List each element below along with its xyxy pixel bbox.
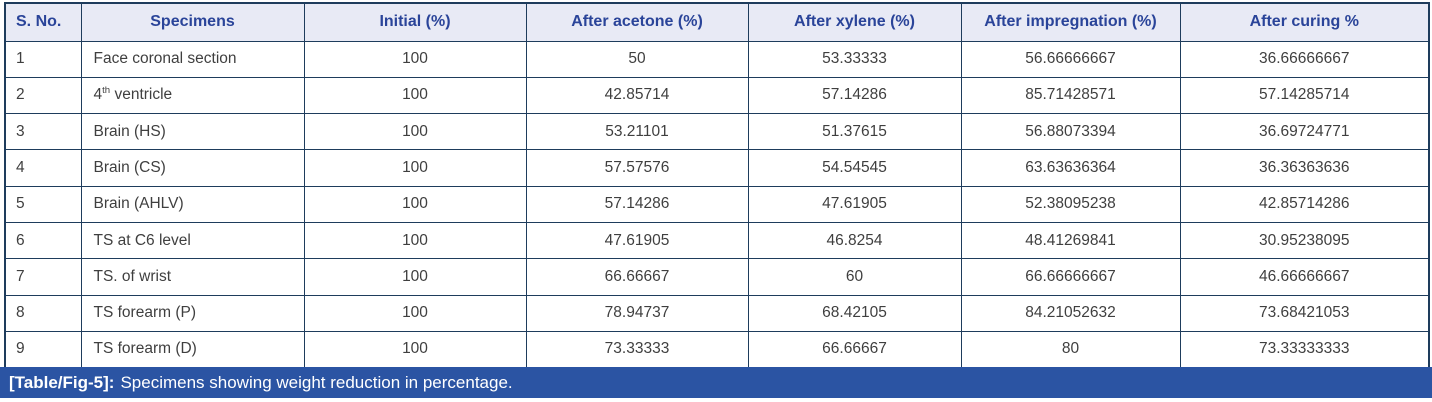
cell-after-curing: 73.33333333 xyxy=(1179,330,1430,369)
cell-after-impregnation: 48.41269841 xyxy=(960,221,1181,260)
cell-after-xylene: 53.33333 xyxy=(747,40,962,78)
cell-after-impregnation: 80 xyxy=(960,330,1181,369)
header-row: S. No. Specimens Initial (%) After aceto… xyxy=(4,2,1430,42)
cell-after-xylene: 51.37615 xyxy=(747,113,962,151)
table-row: 8 TS forearm (P) 100 78.94737 68.42105 84.210… xyxy=(4,294,1430,332)
table-row: 2 4th ventricle 100 42.85714 57.14286 85.7142… xyxy=(4,76,1430,115)
cell-after-impregnation: 56.66666667 xyxy=(960,40,1181,78)
cell-specimen: TS. of wrist xyxy=(80,258,305,296)
cell-after-curing: 36.36363636 xyxy=(1179,149,1430,187)
cell-after-curing: 42.85714286 xyxy=(1179,185,1430,223)
cell-s-no: 7 xyxy=(4,258,82,296)
table-header: S. No. Specimens Initial (%) After aceto… xyxy=(4,2,1430,42)
table-row: 7 TS. of wrist 100 66.66667 60 66.66666667 46.… xyxy=(4,258,1430,296)
cell-s-no: 5 xyxy=(4,185,82,223)
table-row: 6 TS at C6 level 100 47.61905 46.8254 48.4126… xyxy=(4,221,1430,260)
cell-after-xylene: 54.54545 xyxy=(747,149,962,187)
cell-s-no: 9 xyxy=(4,330,82,369)
table-row: 3 Brain (HS) 100 53.21101 51.37615 56.8807339… xyxy=(4,113,1430,151)
cell-initial: 100 xyxy=(303,258,527,296)
cell-after-impregnation: 66.66666667 xyxy=(960,258,1181,296)
table-caption-bar: [Table/Fig-5]: Specimens showing weight … xyxy=(0,367,1432,398)
cell-after-xylene: 57.14286 xyxy=(747,76,962,115)
header-specimens: Specimens xyxy=(80,2,305,42)
cell-after-acetone: 57.14286 xyxy=(525,185,749,223)
caption-text: Specimens showing weight reduction in pe… xyxy=(120,372,513,392)
cell-after-xylene: 68.42105 xyxy=(747,294,962,332)
cell-after-acetone: 73.33333 xyxy=(525,330,749,369)
cell-after-acetone: 57.57576 xyxy=(525,149,749,187)
header-after-curing: After curing % xyxy=(1179,2,1430,42)
caption-label: [Table/Fig-5]: xyxy=(9,372,115,392)
cell-initial: 100 xyxy=(303,113,527,151)
header-after-impregnation: After impregnation (%) xyxy=(960,2,1181,42)
cell-after-impregnation: 63.63636364 xyxy=(960,149,1181,187)
cell-after-curing: 73.68421053 xyxy=(1179,294,1430,332)
cell-initial: 100 xyxy=(303,185,527,223)
cell-s-no: 6 xyxy=(4,221,82,260)
cell-specimen: TS forearm (P) xyxy=(80,294,305,332)
cell-after-impregnation: 52.38095238 xyxy=(960,185,1181,223)
cell-s-no: 8 xyxy=(4,294,82,332)
table-row: 4 Brain (CS) 100 57.57576 54.54545 63.6363636… xyxy=(4,149,1430,187)
cell-initial: 100 xyxy=(303,149,527,187)
cell-s-no: 3 xyxy=(4,113,82,151)
header-s-no: S. No. xyxy=(4,2,82,42)
cell-specimen: TS forearm (D) xyxy=(80,330,305,369)
header-initial: Initial (%) xyxy=(303,2,527,42)
cell-specimen: Brain (AHLV) xyxy=(80,185,305,223)
cell-after-xylene: 47.61905 xyxy=(747,185,962,223)
cell-initial: 100 xyxy=(303,294,527,332)
cell-specimen: TS at C6 level xyxy=(80,221,305,260)
header-after-xylene: After xylene (%) xyxy=(747,2,962,42)
cell-after-impregnation: 84.21052632 xyxy=(960,294,1181,332)
header-after-acetone: After acetone (%) xyxy=(525,2,749,42)
table-row: 9 TS forearm (D) 100 73.33333 66.66667 80 73.3… xyxy=(4,330,1430,369)
cell-after-acetone: 78.94737 xyxy=(525,294,749,332)
cell-specimen: Brain (CS) xyxy=(80,149,305,187)
cell-after-curing: 57.14285714 xyxy=(1179,76,1430,115)
cell-after-xylene: 46.8254 xyxy=(747,221,962,260)
cell-after-acetone: 42.85714 xyxy=(525,76,749,115)
specimens-table: S. No. Specimens Initial (%) After aceto… xyxy=(4,2,1430,369)
cell-initial: 100 xyxy=(303,40,527,78)
cell-after-curing: 30.95238095 xyxy=(1179,221,1430,260)
cell-after-curing: 36.69724771 xyxy=(1179,113,1430,151)
cell-s-no: 1 xyxy=(4,40,82,78)
cell-after-xylene: 66.66667 xyxy=(747,330,962,369)
cell-initial: 100 xyxy=(303,221,527,260)
cell-after-acetone: 53.21101 xyxy=(525,113,749,151)
cell-initial: 100 xyxy=(303,76,527,115)
cell-after-acetone: 47.61905 xyxy=(525,221,749,260)
cell-after-impregnation: 85.71428571 xyxy=(960,76,1181,115)
cell-specimen: Face coronal section xyxy=(80,40,305,78)
cell-specimen: 4th ventricle xyxy=(80,76,305,115)
cell-initial: 100 xyxy=(303,330,527,369)
cell-specimen: Brain (HS) xyxy=(80,113,305,151)
table-body: 1 Face coronal section 100 50 53.33333 56.666… xyxy=(4,40,1430,369)
table-row: 1 Face coronal section 100 50 53.33333 56.666… xyxy=(4,40,1430,78)
cell-after-acetone: 66.66667 xyxy=(525,258,749,296)
table-row: 5 Brain (AHLV) 100 57.14286 47.61905 52.38095… xyxy=(4,185,1430,223)
cell-after-acetone: 50 xyxy=(525,40,749,78)
cell-s-no: 4 xyxy=(4,149,82,187)
cell-after-curing: 46.66666667 xyxy=(1179,258,1430,296)
cell-after-xylene: 60 xyxy=(747,258,962,296)
cell-s-no: 2 xyxy=(4,76,82,115)
cell-after-curing: 36.66666667 xyxy=(1179,40,1430,78)
cell-after-impregnation: 56.88073394 xyxy=(960,113,1181,151)
